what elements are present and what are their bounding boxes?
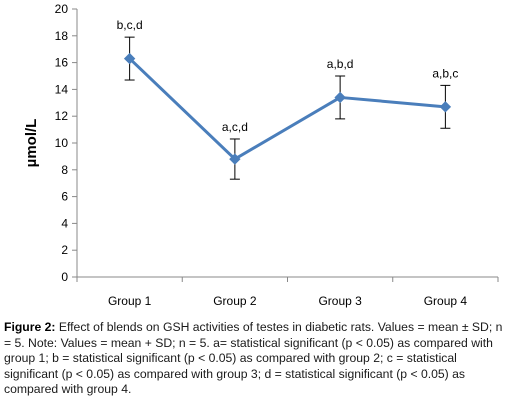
data-point-marker xyxy=(439,101,452,113)
data-point-marker xyxy=(334,91,346,104)
x-tick-label: Group 2 xyxy=(213,294,257,308)
significance-label: b,c,d xyxy=(117,18,143,32)
figure-caption: Figure 2: Effect of blends on GSH activi… xyxy=(4,320,508,398)
y-axis-label: µmol/L xyxy=(23,119,40,168)
x-tick-label: Group 3 xyxy=(318,294,362,308)
y-tick-label: 12 xyxy=(55,109,69,123)
series-line xyxy=(128,57,446,161)
y-tick-label: 14 xyxy=(55,82,69,96)
data-point-marker xyxy=(123,52,136,65)
y-tick-label: 2 xyxy=(61,243,68,257)
significance-label: a,b,d xyxy=(327,57,354,71)
y-tick-label: 6 xyxy=(61,190,68,204)
significance-label: a,c,d xyxy=(222,120,248,134)
x-tick-label: Group 4 xyxy=(424,294,468,308)
y-tick-label: 4 xyxy=(61,216,68,230)
caption-label: Figure 2: xyxy=(4,320,56,334)
caption-text: Effect of blends on GSH activities of te… xyxy=(4,320,503,397)
y-tick-label: 16 xyxy=(55,56,69,70)
data-point-marker xyxy=(229,153,241,165)
data-points xyxy=(123,52,452,165)
y-tick-label: 20 xyxy=(55,2,69,16)
y-tick-label: 8 xyxy=(61,163,68,177)
y-tick-label: 18 xyxy=(55,29,69,43)
x-tick-label: Group 1 xyxy=(108,294,152,308)
x-tick-labels: Group 1 Group 2 Group 3 Group 4 xyxy=(76,277,499,308)
y-tick-label: 0 xyxy=(61,270,68,284)
significance-annotations: b,c,d a,c,d a,b,d a,b,c xyxy=(117,18,459,134)
y-tick-labels: 0 2 4 6 8 10 12 14 16 18 20 xyxy=(55,2,77,284)
error-bars xyxy=(124,36,451,180)
y-tick-label: 10 xyxy=(55,136,69,150)
significance-label: a,b,c xyxy=(432,66,458,80)
